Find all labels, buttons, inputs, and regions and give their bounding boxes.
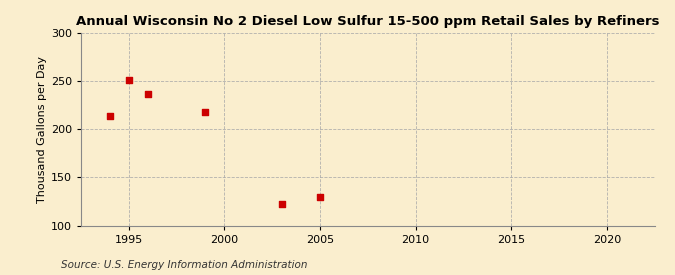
Title: Annual Wisconsin No 2 Diesel Low Sulfur 15-500 ppm Retail Sales by Refiners: Annual Wisconsin No 2 Diesel Low Sulfur … [76,15,659,28]
Point [315,194,325,199]
Point [104,114,115,118]
Point [200,110,211,114]
Y-axis label: Thousand Gallons per Day: Thousand Gallons per Day [36,56,47,203]
Point [277,202,288,207]
Point [124,78,134,82]
Point [142,91,153,96]
Text: Source: U.S. Energy Information Administration: Source: U.S. Energy Information Administ… [61,260,307,270]
